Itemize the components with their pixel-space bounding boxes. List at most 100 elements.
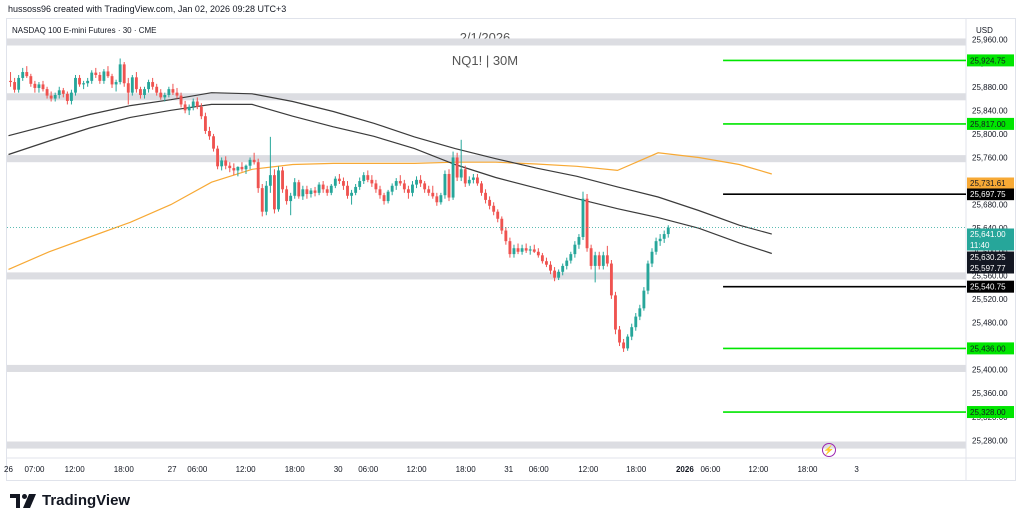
candle-body	[577, 237, 581, 245]
zone-band	[7, 364, 966, 372]
candle-body	[252, 159, 256, 163]
candle-body	[423, 183, 427, 190]
candle-body	[532, 249, 536, 252]
level-label-box	[967, 188, 1014, 201]
y-tick-label: 25,840.00	[972, 106, 1008, 115]
level-label-box	[967, 406, 1014, 419]
candle-body	[569, 254, 573, 261]
candle-body	[86, 80, 90, 84]
candle-body	[411, 184, 414, 193]
x-tick-label: 06:00	[529, 465, 550, 474]
candle-body	[41, 84, 45, 90]
candle-body	[658, 238, 662, 242]
candle-body	[439, 195, 443, 203]
candle-body	[232, 168, 236, 171]
candlestick-chart[interactable]: 25,960.0025,920.0025,880.0025,840.0025,8…	[0, 0, 1024, 490]
brand-name: TradingView	[42, 492, 131, 509]
candle-body	[394, 181, 398, 186]
x-tick-label: 06:00	[700, 465, 721, 474]
price-tag-label: 25,641.00	[970, 230, 1006, 239]
candle-body	[155, 86, 159, 93]
level-label: 25,697.75	[970, 190, 1006, 199]
y-tick-label: 25,800.00	[972, 130, 1008, 139]
candle-body	[480, 183, 483, 193]
candle-body	[346, 185, 349, 196]
candle-body	[374, 183, 378, 190]
candle-body	[45, 89, 49, 96]
candle-body	[496, 211, 500, 219]
candle-body	[317, 184, 321, 193]
x-tick-label: 12:00	[407, 465, 428, 474]
candle-body	[212, 136, 215, 149]
candle-body	[459, 169, 463, 178]
y-tick-label: 25,400.00	[972, 366, 1008, 375]
candle-body	[378, 189, 382, 196]
price-tag-box	[967, 251, 1014, 263]
x-tick-label: 06:00	[358, 465, 379, 474]
candle-body	[53, 95, 57, 99]
level-label-box	[967, 280, 1014, 293]
candle-body	[589, 248, 593, 266]
x-tick-label: 18:00	[114, 465, 135, 474]
candle-body	[642, 290, 646, 309]
y-tick-label: 25,480.00	[972, 318, 1008, 327]
level-label-box	[967, 342, 1014, 355]
candle-body	[565, 260, 569, 266]
x-tick-label: 12:00	[748, 465, 769, 474]
candle-body	[455, 157, 459, 178]
candle-body	[362, 175, 366, 182]
candle-body	[289, 195, 293, 202]
candle-body	[516, 248, 520, 252]
tradingview-logo[interactable]: TradingView	[10, 492, 130, 509]
candle-body	[342, 181, 345, 186]
candle-body	[557, 271, 561, 278]
candle-body	[74, 77, 77, 93]
x-tick-label: 18:00	[626, 465, 647, 474]
x-tick-label: 30	[334, 465, 343, 474]
candle-body	[471, 177, 475, 180]
candle-body	[390, 185, 394, 192]
candle-body	[593, 255, 597, 266]
candle-body	[358, 181, 362, 187]
candle-body	[122, 64, 126, 84]
x-tick-label: 12:00	[236, 465, 257, 474]
tradingview-logo-icon	[10, 493, 36, 508]
candle-body	[256, 162, 260, 189]
candle-body	[492, 205, 496, 212]
candle-body	[94, 72, 98, 75]
candle-body	[622, 342, 626, 349]
candle-body	[21, 72, 25, 78]
price-tag-label: 25,731.61	[970, 179, 1006, 188]
x-tick-label: 18:00	[797, 465, 818, 474]
candle-body	[191, 101, 195, 107]
candle-body	[17, 77, 21, 90]
price-tag-label: 25,597.77	[970, 264, 1006, 273]
candle-body	[309, 190, 313, 195]
candle-body	[248, 159, 252, 166]
zone-band	[7, 93, 966, 101]
candle-body	[240, 166, 244, 170]
candle-body	[151, 82, 155, 87]
y-tick-label: 25,560.00	[972, 271, 1008, 280]
candle-body	[333, 178, 337, 186]
credit-line: hussoss96 created with TradingView.com, …	[8, 4, 287, 14]
candle-body	[98, 74, 102, 81]
candle-body	[175, 92, 179, 96]
candle-body	[216, 148, 220, 167]
candle-body	[163, 95, 167, 98]
candle-body	[614, 295, 617, 330]
candle-body	[561, 265, 565, 272]
y-tick-label: 25,520.00	[972, 295, 1008, 304]
candle-body	[476, 177, 479, 184]
lightning-icon[interactable]: ⚡	[822, 443, 836, 457]
candle-body	[179, 95, 183, 105]
candle-body	[581, 198, 585, 238]
candle-body	[484, 192, 487, 200]
x-tick-label: 12:00	[578, 465, 599, 474]
level-label: 25,540.75	[970, 283, 1006, 292]
zone-band	[7, 441, 966, 449]
candle-body	[301, 189, 305, 197]
x-tick-label: 27	[168, 465, 177, 474]
level-label-box	[967, 117, 1014, 130]
x-tick-label: 18:00	[285, 465, 306, 474]
